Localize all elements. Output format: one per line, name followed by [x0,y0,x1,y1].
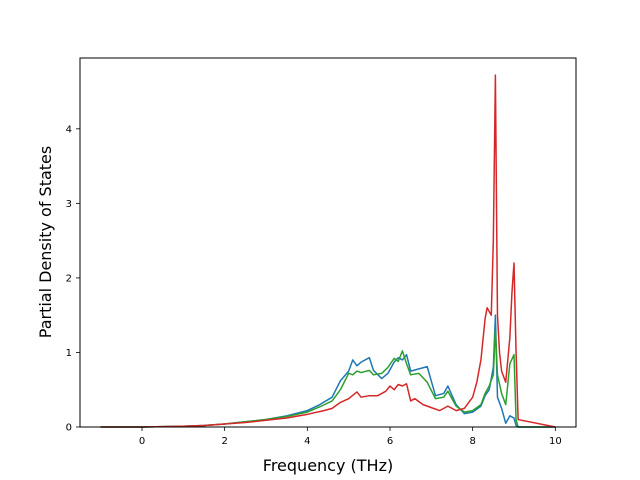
y-tick-label: 1 [66,348,72,359]
x-tick-label: 8 [469,436,475,447]
y-tick-label: 3 [66,199,72,210]
x-tick-label: 6 [387,436,393,447]
y-tick-label: 0 [66,423,72,434]
plot-frame [79,57,577,428]
x-axis-ticks: 0 2 4 6 8 10 [139,427,562,447]
x-tick-label: 4 [304,436,310,447]
series-line-2 [100,329,556,428]
x-tick-label: 10 [549,436,562,447]
y-axis-label: Partial Density of States [36,146,55,338]
series-line-3 [100,74,556,428]
x-tick-label: 0 [139,436,145,447]
x-axis-label: Frequency (THz) [263,456,393,475]
y-axis-ticks: 0 1 2 3 4 [66,124,80,434]
x-tick-label: 2 [221,436,227,447]
y-tick-label: 2 [66,273,72,284]
series-layer [100,74,556,428]
y-tick-label: 4 [66,124,72,135]
